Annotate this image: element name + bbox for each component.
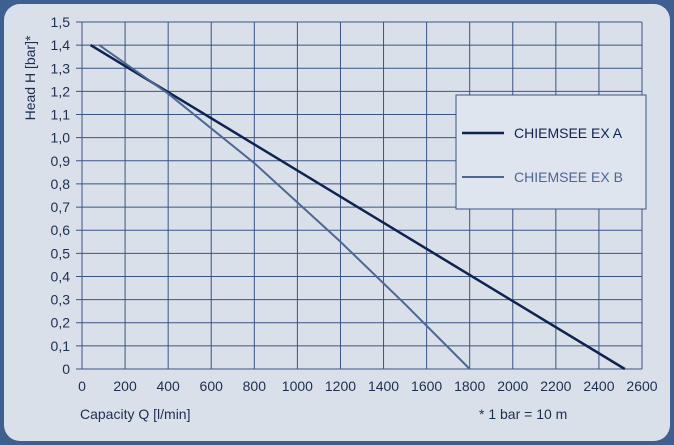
legend-box — [455, 94, 647, 210]
x-tick-label: 600 — [200, 378, 224, 394]
x-tick-label: 2400 — [583, 378, 614, 394]
legend-label: CHIEMSEE EX A — [514, 125, 623, 141]
x-tick-label: 0 — [78, 378, 86, 394]
series-line-ex-a — [89, 44, 626, 371]
y-tick-label: 0 — [62, 361, 70, 377]
x-tick-label: 1600 — [411, 378, 442, 394]
y-tick-label: 0,9 — [51, 153, 71, 169]
y-tick-label: 1,2 — [51, 83, 71, 99]
y-tick-label: 0,8 — [51, 176, 71, 192]
y-tick-label: 0,4 — [51, 268, 71, 284]
series-line-ex-b — [98, 44, 471, 370]
x-tick-label: 1000 — [282, 378, 313, 394]
x-tick-label: 2200 — [540, 378, 571, 394]
y-tick-label: 1,3 — [51, 60, 71, 76]
x-tick-label: 2000 — [497, 378, 528, 394]
y-tick-label: 0,2 — [51, 315, 71, 331]
legend-label: CHIEMSEE EX B — [514, 169, 623, 185]
y-tick-label: 1,1 — [51, 107, 71, 123]
chart-card: 0 200 400 600 800 1000 1200 1400 1600 1800 2000 220… — [4, 4, 670, 441]
x-tick-label: 2600 — [626, 378, 657, 394]
y-tick-label: 1,4 — [51, 37, 71, 53]
x-tick-label: 800 — [243, 378, 267, 394]
x-tick-label: 400 — [156, 378, 180, 394]
x-tick-label: 200 — [113, 378, 137, 394]
chart: 0 200 400 600 800 1000 1200 1400 1600 1800 2000 220… — [22, 14, 658, 422]
y-tick-label: 1,0 — [51, 130, 71, 146]
y-tick-label: 0,6 — [51, 222, 71, 238]
x-tick-label: 1800 — [454, 378, 485, 394]
x-tick-label: 1200 — [325, 378, 356, 394]
y-tick-label: 0,1 — [51, 338, 71, 354]
x-axis-title: Capacity Q [l/min] — [80, 406, 190, 422]
y-tick-label: 0,7 — [51, 199, 71, 215]
footnote: * 1 bar = 10 m — [479, 406, 567, 422]
y-tick-label: 0,3 — [51, 292, 71, 308]
x-tick-label: 1400 — [368, 378, 399, 394]
y-axis-title: Head H [bar]* — [22, 35, 38, 120]
y-tick-label: 0,5 — [51, 245, 71, 261]
y-tick-label: 1,5 — [51, 14, 71, 30]
